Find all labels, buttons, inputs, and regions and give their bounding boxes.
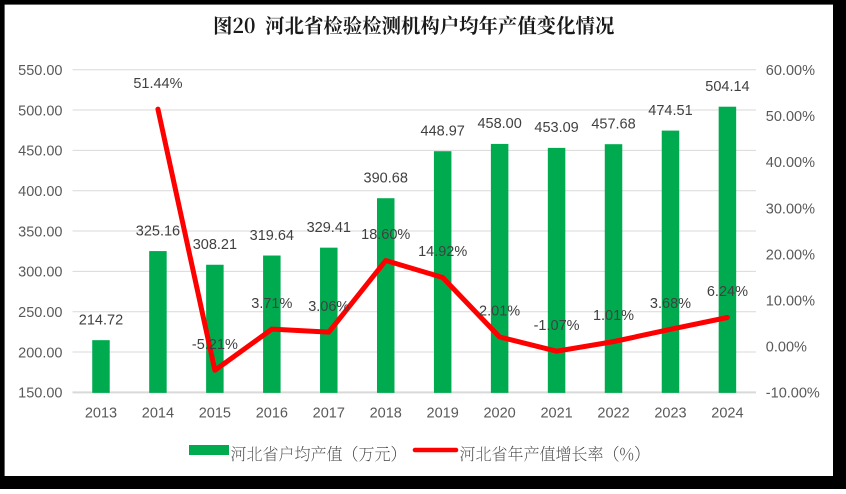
svg-text:2022: 2022 — [597, 406, 629, 422]
svg-text:2020: 2020 — [483, 406, 515, 422]
svg-text:150.00: 150.00 — [18, 386, 62, 402]
svg-text:200.00: 200.00 — [18, 345, 62, 361]
svg-text:458.00: 458.00 — [477, 116, 521, 132]
svg-text:2.01%: 2.01% — [479, 304, 520, 320]
svg-text:214.72: 214.72 — [79, 312, 123, 328]
svg-text:2024: 2024 — [711, 406, 743, 422]
svg-text:400.00: 400.00 — [18, 184, 62, 200]
svg-text:329.41: 329.41 — [307, 220, 351, 236]
svg-text:390.68: 390.68 — [364, 171, 408, 187]
svg-text:450.00: 450.00 — [18, 144, 62, 160]
svg-text:448.97: 448.97 — [421, 124, 465, 140]
svg-text:20.00%: 20.00% — [766, 247, 815, 263]
svg-text:0.00%: 0.00% — [766, 340, 807, 356]
svg-text:319.64: 319.64 — [250, 228, 294, 244]
svg-text:3.06%: 3.06% — [308, 299, 349, 315]
svg-text:550.00: 550.00 — [18, 63, 62, 79]
svg-text:1.01%: 1.01% — [593, 308, 634, 324]
svg-text:10.00%: 10.00% — [766, 293, 815, 309]
svg-text:-10.00%: -10.00% — [766, 386, 820, 402]
svg-text:500.00: 500.00 — [18, 103, 62, 119]
svg-text:453.09: 453.09 — [534, 120, 578, 136]
svg-text:457.68: 457.68 — [591, 116, 635, 132]
svg-text:3.68%: 3.68% — [650, 296, 691, 312]
svg-text:40.00%: 40.00% — [766, 155, 815, 171]
svg-text:504.14: 504.14 — [705, 79, 749, 95]
svg-text:2013: 2013 — [85, 406, 117, 422]
svg-text:3.71%: 3.71% — [251, 296, 292, 312]
svg-text:30.00%: 30.00% — [766, 201, 815, 217]
svg-text:2014: 2014 — [142, 406, 174, 422]
svg-text:2021: 2021 — [540, 406, 572, 422]
svg-text:2015: 2015 — [199, 406, 231, 422]
svg-text:51.44%: 51.44% — [133, 76, 182, 92]
svg-text:300.00: 300.00 — [18, 265, 62, 281]
svg-text:50.00%: 50.00% — [766, 109, 815, 125]
svg-text:2018: 2018 — [370, 406, 402, 422]
svg-text:6.24%: 6.24% — [707, 284, 748, 300]
svg-text:60.00%: 60.00% — [766, 63, 815, 79]
svg-text:308.21: 308.21 — [193, 237, 237, 253]
svg-text:18.60%: 18.60% — [361, 227, 410, 243]
svg-text:250.00: 250.00 — [18, 305, 62, 321]
svg-text:14.92%: 14.92% — [418, 244, 467, 260]
svg-text:2016: 2016 — [256, 406, 288, 422]
svg-text:-1.07%: -1.07% — [534, 318, 580, 334]
svg-text:325.16: 325.16 — [136, 223, 180, 239]
svg-text:2023: 2023 — [654, 406, 686, 422]
svg-text:2019: 2019 — [427, 406, 459, 422]
svg-text:-5.21%: -5.21% — [192, 337, 238, 353]
svg-text:350.00: 350.00 — [18, 224, 62, 240]
svg-text:2017: 2017 — [313, 406, 345, 422]
svg-text:474.51: 474.51 — [648, 103, 692, 119]
